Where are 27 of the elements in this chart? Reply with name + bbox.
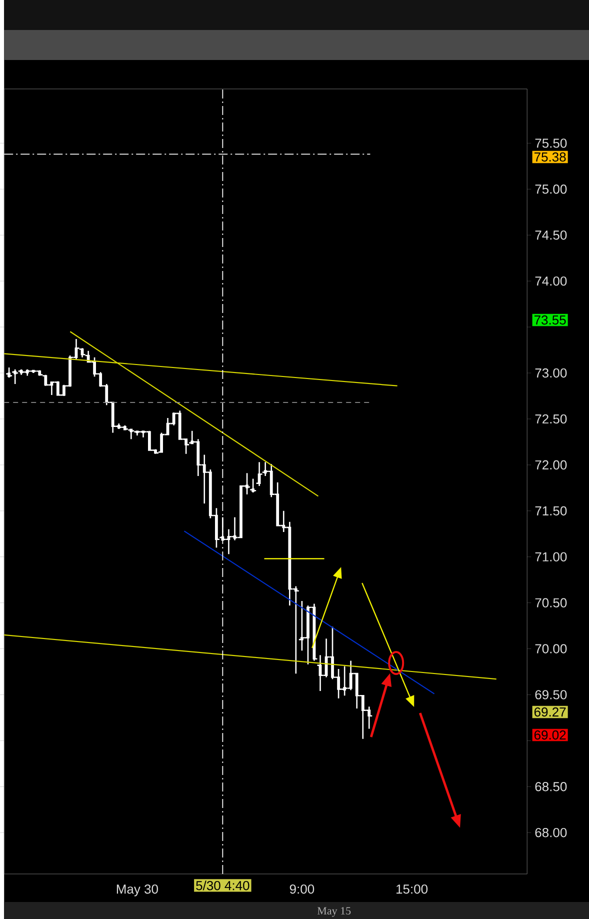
candlestick xyxy=(256,462,263,487)
y-tick-label: 68.00 xyxy=(535,828,567,838)
text: 75.38 xyxy=(534,152,566,162)
text: May 15 xyxy=(317,907,351,917)
y-tick-label: 72.50 xyxy=(535,414,567,424)
text: 73.55 xyxy=(534,315,566,325)
y-tick-label: 75.50 xyxy=(535,138,567,148)
y-tick-label: 71.50 xyxy=(535,506,567,516)
candlestick xyxy=(5,366,13,378)
text: 69.27 xyxy=(534,707,566,717)
x-tick-label: 15:00 xyxy=(396,884,428,894)
candlestick xyxy=(11,368,19,385)
x-tick-label: 9:00 xyxy=(290,884,314,894)
y-tick-label: 70.00 xyxy=(535,644,567,654)
y-tick-label: 75.00 xyxy=(535,184,567,194)
y-tick-label: 73.00 xyxy=(535,368,567,378)
text: 69.02 xyxy=(534,730,566,740)
y-tick-label: 70.50 xyxy=(535,598,567,608)
y-tick-label: 69.50 xyxy=(535,690,567,700)
x-tick-label: May 30 xyxy=(116,884,158,896)
y-tick-label: 72.00 xyxy=(535,460,567,470)
y-tick-label: 74.50 xyxy=(535,230,567,240)
y-tick-label: 71.00 xyxy=(535,552,567,562)
ref-line-label: 5/30 4:40 xyxy=(196,880,250,890)
y-tick-label: 74.00 xyxy=(535,276,567,286)
candlestick xyxy=(249,478,257,494)
y-tick-label: 68.50 xyxy=(535,782,567,792)
